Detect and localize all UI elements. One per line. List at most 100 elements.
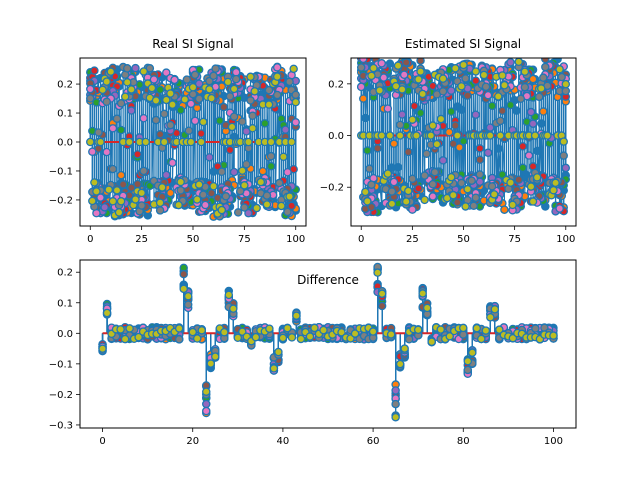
point-estimated-s6-x0 <box>356 82 366 92</box>
point-real-s8-x18 <box>123 78 132 87</box>
point-real-s6-x0 <box>86 84 95 94</box>
point-real-s3-x68 <box>225 145 235 155</box>
point-real-s7-x71 <box>231 74 241 84</box>
point-estimated-s7-x55 <box>469 201 478 211</box>
point-estimated-s8-x35 <box>428 121 438 130</box>
point-real-s6-x91 <box>272 63 282 72</box>
point-real-s8-x59 <box>207 93 216 103</box>
point-real-s8-x22 <box>131 195 140 204</box>
point-real-s7-x55 <box>199 190 208 199</box>
point-real-s8-x30 <box>147 83 157 93</box>
point-estimated-s5-x5 <box>367 202 376 212</box>
point-estimated-s8-x19 <box>395 131 405 140</box>
point-real-s2-x88 <box>266 161 276 171</box>
point-real-s8-x88 <box>266 137 276 147</box>
point-estimated-s7-x51 <box>461 74 470 83</box>
point-real-s3-x2 <box>90 66 99 75</box>
point-estimated-s7-x19 <box>395 120 405 130</box>
point-estimated-s7-x80 <box>520 82 530 92</box>
point-real-s8-x87 <box>264 100 274 109</box>
point-estimated-s8-x74 <box>508 200 517 210</box>
point-estimated-s8-x94 <box>549 185 558 195</box>
point-real-s8-x79 <box>248 124 257 133</box>
point-estimated-s8-x97 <box>555 65 564 74</box>
plot-estimated-si-signal: Estimated SI Signal 0 25 50 75 100 −0.2 0.0 0.2 <box>320 37 577 245</box>
point-estimated-s6-x21 <box>399 70 409 79</box>
point-estimated-s7-x98 <box>557 72 566 82</box>
point-estimated-s8-x95 <box>551 178 560 188</box>
point-real-s8-x99 <box>289 64 298 74</box>
point-real-s8-x83 <box>256 177 266 187</box>
plot-estimated-title: Estimated SI Signal <box>405 37 521 51</box>
point-real-s1-x15 <box>116 170 126 180</box>
xtick-label-estimated-1: 25 <box>406 234 419 245</box>
point-estimated-s8-x68 <box>496 131 505 140</box>
point-estimated-s8-x86 <box>532 173 542 182</box>
point-real-s8-x2 <box>90 178 99 187</box>
point-estimated-s7-x36 <box>430 167 440 177</box>
point-real-s7-x53 <box>194 94 204 104</box>
point-estimated-s2-x50 <box>459 136 468 146</box>
point-real-s8-x25 <box>137 188 146 198</box>
point-real-s7-x51 <box>190 70 200 80</box>
xtick-label-estimated-2: 50 <box>457 234 470 245</box>
point-real-s8-x50 <box>188 82 198 92</box>
point-estimated-s6-x62 <box>483 90 493 100</box>
point-estimated-s2-x73 <box>506 100 515 110</box>
point-estimated-s8-x2 <box>361 187 370 197</box>
plot-difference-marks <box>98 262 558 422</box>
point-estimated-s8-x30 <box>418 89 427 99</box>
point-estimated-s7-x49 <box>457 178 466 188</box>
xtick-label-estimated-0: 0 <box>358 234 364 245</box>
point-real-s5-x16 <box>118 180 128 189</box>
point-estimated-s8-x34 <box>426 131 436 140</box>
point-real-s8-x97 <box>285 192 294 201</box>
point-real-s8-x43 <box>174 200 183 210</box>
point-estimated-s1-x70 <box>500 205 509 214</box>
xtick-label-real-3: 75 <box>238 234 251 245</box>
point-estimated-s8-x39 <box>436 114 446 124</box>
point-real-s8-x32 <box>151 96 161 105</box>
point-estimated-s0-x67 <box>494 144 503 153</box>
point-estimated-s6-x82 <box>524 151 534 160</box>
point-real-s8-x67 <box>223 77 233 87</box>
ytick-label-estimated-0: −0.2 <box>320 183 344 194</box>
point-estimated-s3-x79 <box>518 142 528 151</box>
point-estimated-s8-x49 <box>457 82 466 91</box>
point-estimated-s7-x32 <box>422 149 431 159</box>
point-estimated-s6-x1 <box>359 58 368 64</box>
point-real-s7-x79 <box>248 111 257 120</box>
point-real-s8-x17 <box>120 92 130 101</box>
point-estimated-s8-x29 <box>416 67 425 76</box>
point-estimated-s0-x76 <box>512 106 521 115</box>
point-real-s8-x35 <box>157 183 167 192</box>
point-real-s7-x74 <box>238 117 247 126</box>
point-real-s8-x70 <box>229 84 239 94</box>
point-real-s7-x60 <box>209 71 218 81</box>
point-real-s7-x72 <box>233 208 243 217</box>
point-real-s8-x27 <box>141 137 150 147</box>
point-estimated-s4-x83 <box>526 107 536 117</box>
point-estimated-s0-x49 <box>457 105 466 114</box>
point-estimated-s2-x44 <box>446 107 456 116</box>
point-real-s8-x39 <box>166 89 175 98</box>
point-real-s7-x48 <box>184 126 194 135</box>
point-estimated-s4-x44 <box>446 86 456 95</box>
point-estimated-s8-x67 <box>494 92 503 101</box>
plot-real-frame <box>79 57 307 227</box>
point-real-s2-x44 <box>176 105 185 115</box>
ytick-label-real-2: 0.0 <box>57 138 73 149</box>
point-real-s8-x69 <box>227 122 237 132</box>
plot-real-marks <box>86 62 300 221</box>
point-real-s5-x34 <box>155 130 165 139</box>
point-estimated-s0-x18 <box>393 162 403 172</box>
point-estimated-s6-x13 <box>383 104 393 113</box>
point-real-s8-x98 <box>287 137 296 147</box>
point-estimated-s1-x43 <box>444 127 454 137</box>
point-estimated-s5-x69 <box>498 106 507 116</box>
point-real-s4-x70 <box>229 167 239 177</box>
point-estimated-s7-x90 <box>541 62 550 72</box>
point-real-s8-x94 <box>279 152 288 162</box>
point-estimated-s7-x35 <box>428 180 438 189</box>
point-real-s1-x84 <box>258 166 268 176</box>
